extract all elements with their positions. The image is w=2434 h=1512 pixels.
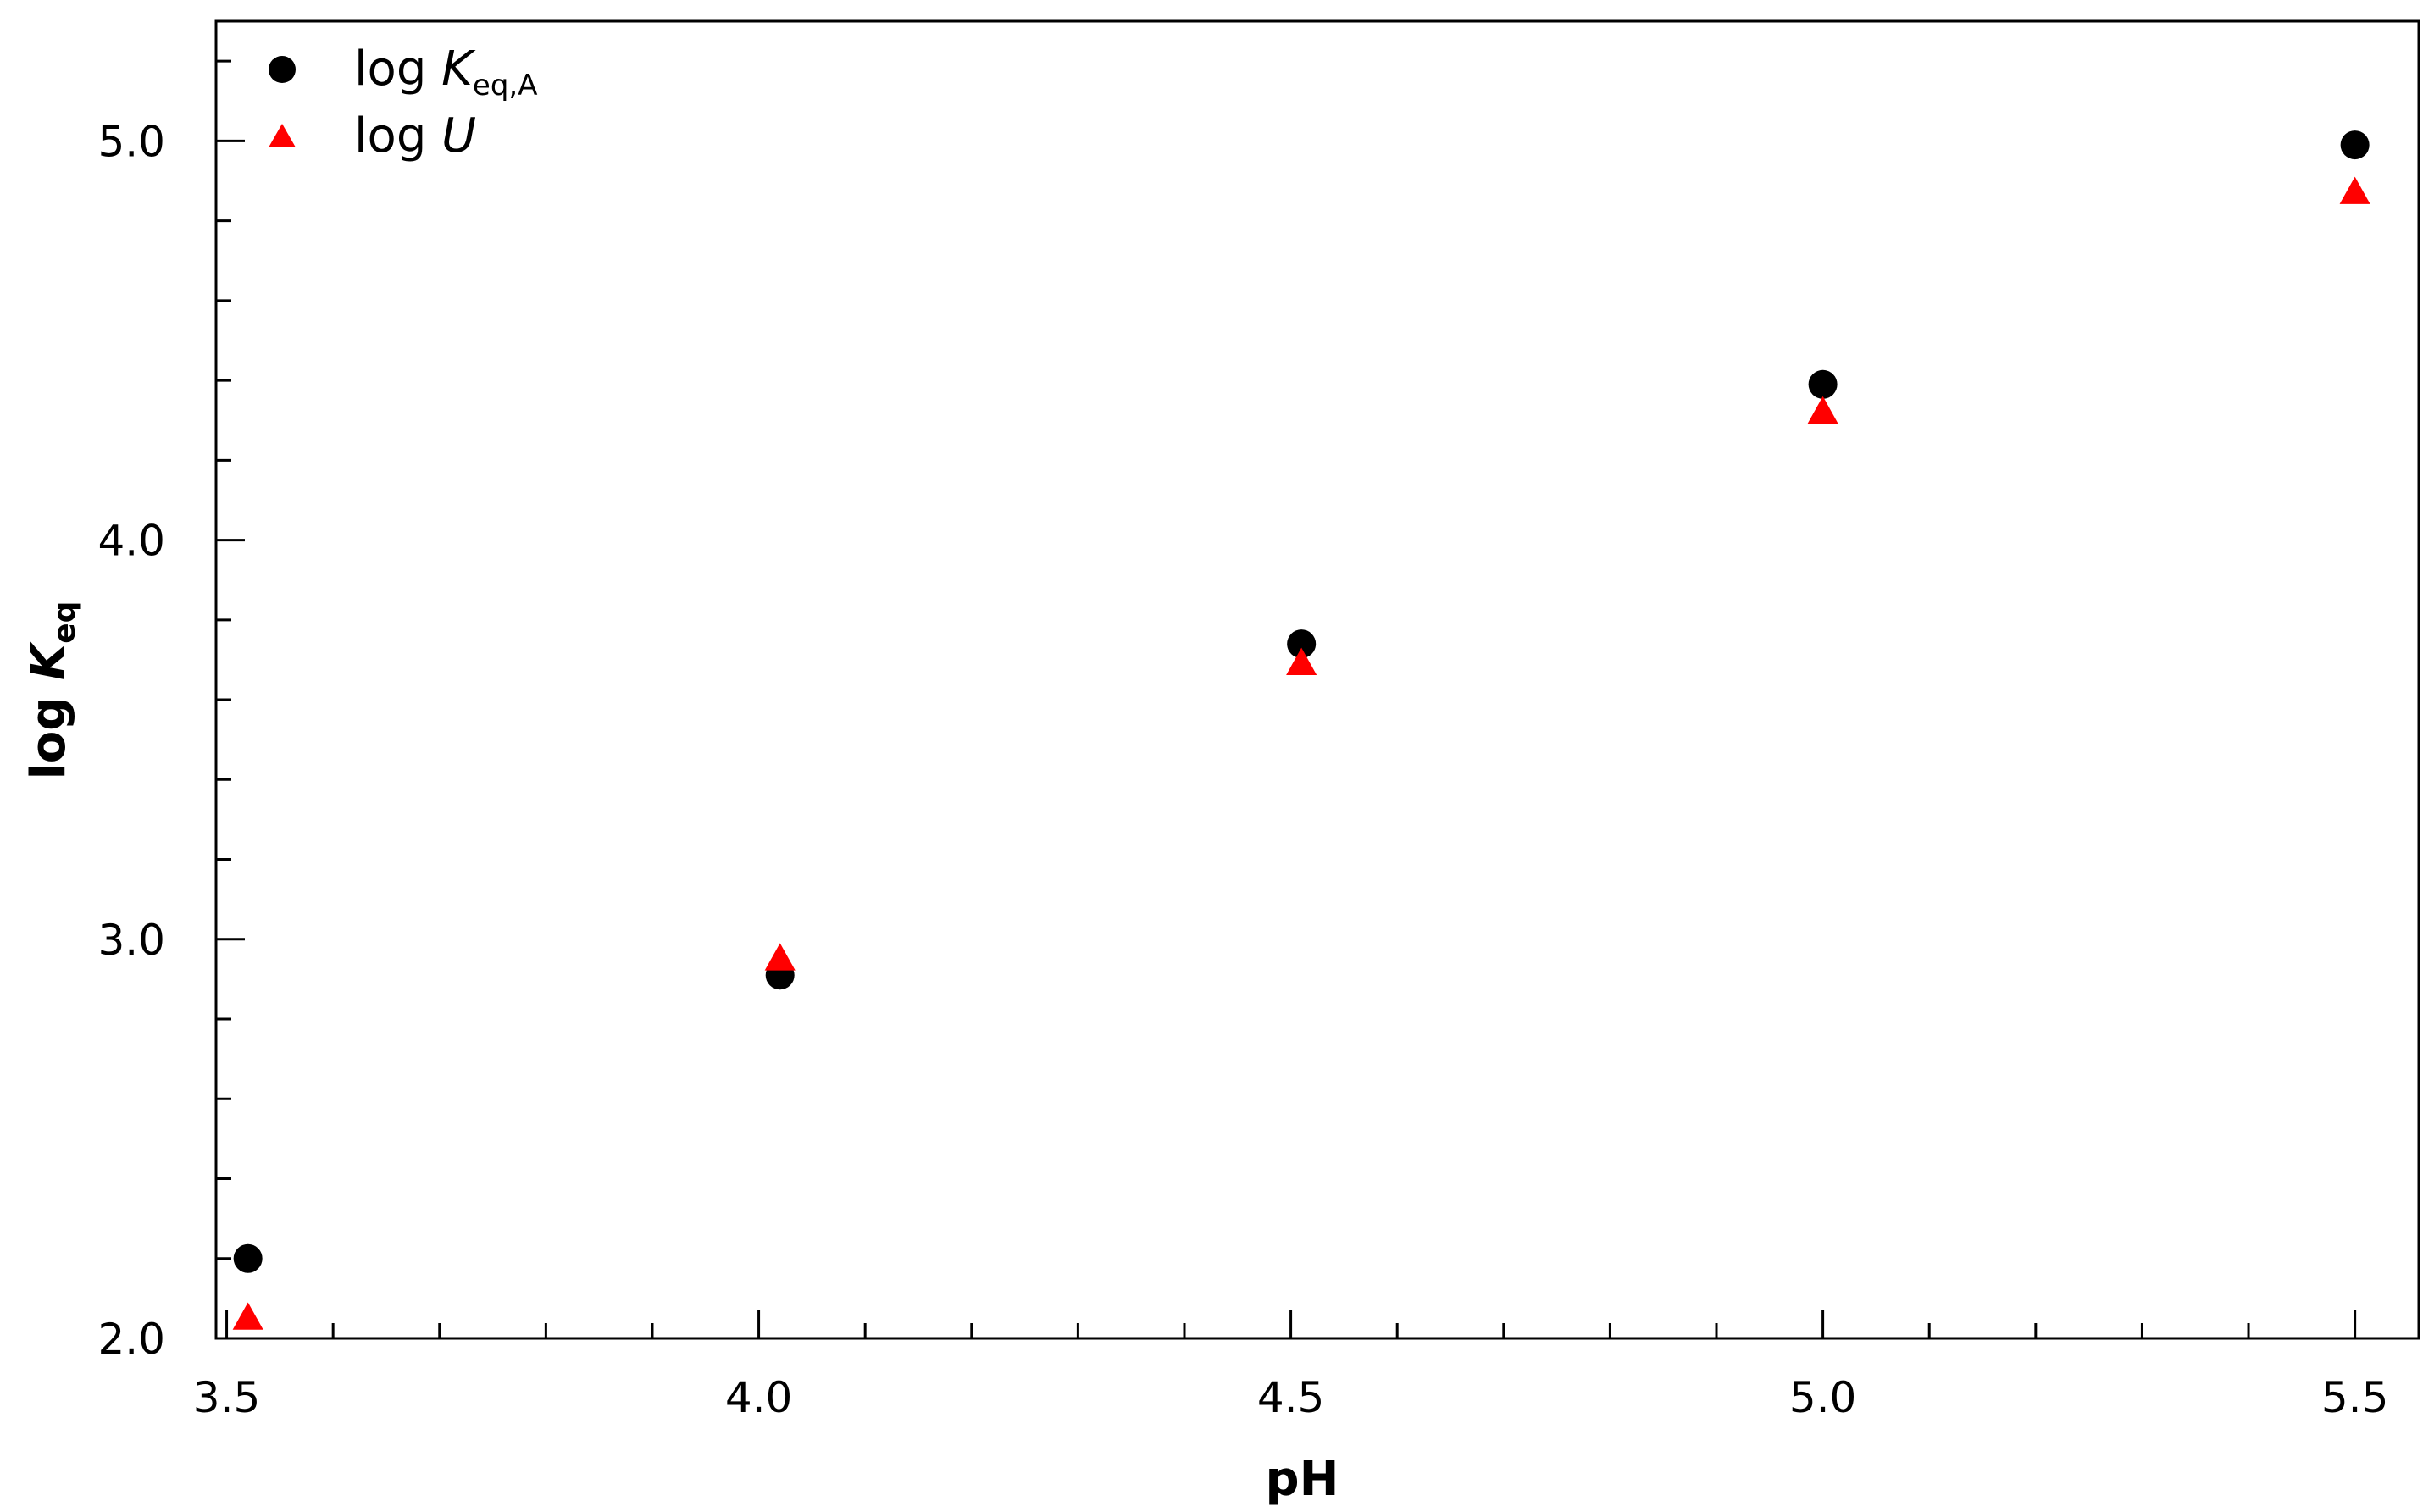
x-tick-label: 4.0 xyxy=(725,1373,793,1422)
point-u xyxy=(1807,396,1838,424)
y-tick-label: 3.0 xyxy=(97,916,165,965)
legend-label-u: log U xyxy=(354,108,476,163)
legend-marker-triangle xyxy=(269,124,296,147)
legend-label-keq-a-italic: K xyxy=(441,42,476,97)
point-u xyxy=(764,943,796,971)
x-tick-label: 5.0 xyxy=(1789,1373,1857,1422)
x-tick-label: 3.5 xyxy=(193,1373,261,1422)
ticks-layer: 3.5 4.0 4.5 5.0 5.5 2.0 3.0 4.0 5.0 xyxy=(97,59,2389,1422)
point-keq-a xyxy=(2340,130,2370,160)
legend-label-keq-a-sub: eq,A xyxy=(473,69,538,102)
y-tick-label: 5.0 xyxy=(97,117,165,166)
y-axis-title: log Keq xyxy=(21,601,82,780)
y-axis-title-main: log xyxy=(21,680,76,779)
point-u xyxy=(232,1302,263,1330)
point-u xyxy=(2339,176,2370,204)
y-axis-title-sub: eq xyxy=(47,601,82,644)
x-tick-label: 4.5 xyxy=(1257,1373,1325,1422)
plot-frame xyxy=(214,19,2420,1340)
point-keq-a xyxy=(1287,629,1317,659)
y-tick-label: 4.0 xyxy=(97,517,165,566)
legend-label-u-main: log xyxy=(354,108,441,163)
point-keq-a xyxy=(233,1243,263,1273)
legend-marker-circle xyxy=(269,56,296,83)
legend-label-keq-a-main: log xyxy=(354,42,441,97)
y-axis-title-italic: K xyxy=(21,640,76,680)
y-tick-label: 2.0 xyxy=(97,1315,165,1364)
point-keq-a xyxy=(1808,369,1838,399)
points-layer xyxy=(232,130,2370,1330)
x-tick-label: 5.5 xyxy=(2321,1373,2389,1422)
x-axis-title: pH xyxy=(1266,1452,1339,1507)
legend-label-u-italic: U xyxy=(441,108,476,163)
legend: log Keq,A log U xyxy=(269,42,537,163)
legend-label-keq-a: log Keq,A xyxy=(354,42,537,102)
point-u xyxy=(1286,647,1317,675)
